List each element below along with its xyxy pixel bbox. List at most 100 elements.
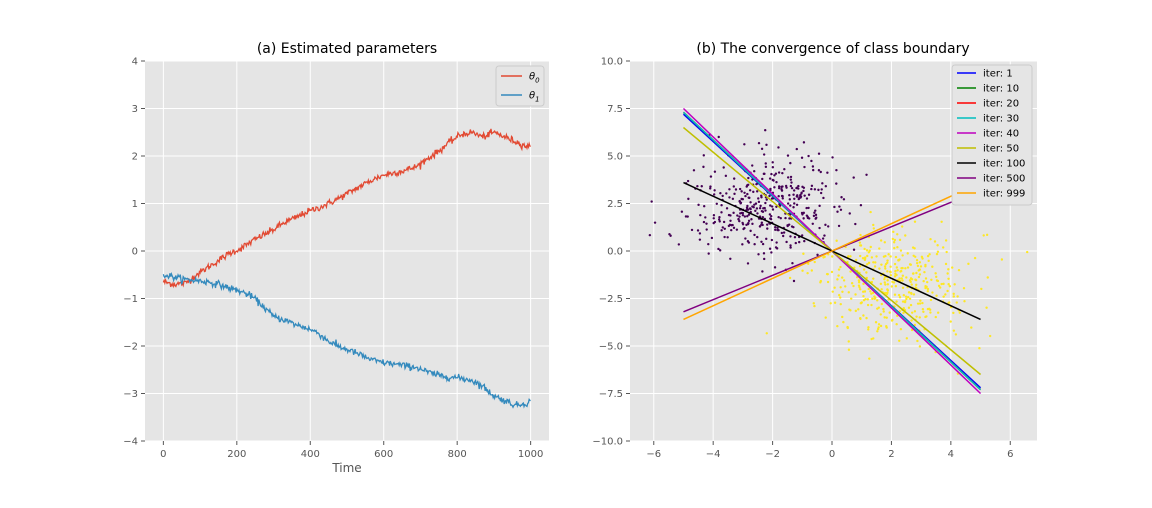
scatter-point-cluster-1 [866, 262, 869, 266]
scatter-point-cluster-1 [884, 254, 887, 258]
scatter-point-cluster-0 [773, 174, 776, 177]
scatter-point-cluster-1 [900, 277, 903, 280]
scatter-point-cluster-1 [837, 268, 841, 271]
scatter-point-cluster-0 [715, 202, 718, 205]
scatter-point-cluster-1 [929, 237, 932, 241]
panel-b-x-tick-label: −2 [765, 449, 780, 460]
scatter-point-cluster-0 [738, 219, 741, 223]
scatter-point-cluster-0 [821, 182, 824, 185]
panel-b-x-tick-label: 2 [888, 449, 894, 460]
scatter-point-cluster-1 [909, 280, 912, 284]
scatter-point-cluster-1 [907, 291, 911, 294]
scatter-point-cluster-1 [901, 300, 905, 303]
legend-label-1: iter: 10 [983, 84, 1019, 95]
scatter-point-cluster-1 [886, 270, 889, 273]
scatter-point-cluster-1 [857, 284, 861, 287]
scatter-point-cluster-1 [915, 261, 919, 265]
scatter-point-cluster-1 [875, 255, 878, 258]
scatter-point-cluster-0 [727, 213, 731, 217]
scatter-point-cluster-1 [924, 263, 927, 267]
scatter-point-cluster-0 [702, 220, 706, 224]
scatter-point-cluster-1 [892, 230, 895, 234]
scatter-point-cluster-1 [922, 279, 925, 283]
scatter-point-cluster-0 [761, 216, 765, 219]
scatter-point-cluster-1 [839, 296, 842, 299]
scatter-point-cluster-1 [850, 282, 854, 285]
scatter-point-cluster-0 [793, 202, 796, 205]
scatter-point-cluster-0 [789, 246, 792, 249]
scatter-point-cluster-1 [898, 238, 902, 242]
scatter-point-cluster-1 [1026, 250, 1029, 254]
scatter-point-cluster-1 [878, 247, 881, 250]
scatter-point-cluster-1 [963, 300, 966, 303]
scatter-point-cluster-1 [877, 323, 881, 326]
scatter-point-cluster-0 [818, 204, 821, 208]
scatter-point-cluster-1 [970, 326, 973, 329]
scatter-point-cluster-0 [810, 184, 814, 188]
scatter-point-cluster-0 [757, 141, 761, 145]
scatter-point-cluster-0 [827, 225, 830, 228]
scatter-point-cluster-0 [781, 185, 784, 188]
scatter-point-cluster-1 [947, 283, 950, 286]
scatter-point-cluster-1 [857, 308, 860, 311]
scatter-point-cluster-1 [936, 244, 939, 247]
scatter-point-cluster-0 [771, 166, 775, 169]
scatter-point-cluster-0 [805, 206, 808, 210]
scatter-point-cluster-0 [795, 203, 799, 206]
scatter-point-cluster-1 [859, 254, 862, 258]
scatter-point-cluster-1 [921, 307, 925, 311]
scatter-point-cluster-0 [784, 216, 787, 220]
legend-label-theta0: θ0 [529, 72, 540, 85]
scatter-point-cluster-0 [777, 186, 781, 190]
panel-a-series-line-0 [162, 128, 532, 289]
panel-b-grid [630, 60, 1037, 442]
panel-a-y-tick-label: −2 [123, 342, 138, 353]
legend-label-8: iter: 999 [983, 189, 1025, 200]
scatter-point-cluster-1 [904, 234, 907, 237]
scatter-point-cluster-1 [858, 241, 862, 244]
scatter-point-cluster-1 [819, 279, 823, 283]
scatter-point-cluster-1 [899, 270, 902, 273]
scatter-point-cluster-0 [824, 185, 828, 188]
scatter-point-cluster-1 [952, 295, 955, 298]
scatter-point-cluster-1 [867, 251, 871, 254]
scatter-point-cluster-1 [898, 258, 901, 261]
scatter-point-cluster-1 [893, 293, 897, 296]
legend-label-0: iter: 1 [983, 69, 1013, 80]
scatter-point-cluster-0 [816, 253, 819, 257]
scatter-point-cluster-1 [967, 262, 970, 266]
scatter-point-cluster-1 [935, 275, 938, 279]
scatter-point-cluster-1 [842, 279, 846, 282]
scatter-point-cluster-1 [870, 256, 874, 259]
scatter-point-cluster-0 [768, 213, 772, 216]
scatter-point-cluster-0 [801, 185, 804, 189]
panel-b-x-tick-label: −6 [646, 449, 661, 460]
scatter-point-cluster-1 [841, 290, 844, 293]
scatter-point-cluster-1 [847, 340, 850, 343]
scatter-point-cluster-0 [852, 176, 855, 179]
scatter-point-cluster-1 [835, 239, 838, 242]
scatter-point-cluster-0 [726, 236, 729, 239]
scatter-point-cluster-1 [913, 247, 916, 250]
scatter-point-cluster-1 [839, 302, 842, 306]
scatter-point-cluster-0 [859, 204, 863, 207]
panel-a-x-axis-label: Time [331, 461, 361, 475]
panel-a: 0 200 400 600 800 1000 −4 −3 −2 −1 0 1 2 3 4 (a) Esti… [123, 41, 549, 475]
panel-a-x-tick-label: 0 [160, 449, 166, 460]
scatter-point-cluster-0 [814, 213, 818, 217]
scatter-point-cluster-0 [725, 207, 729, 210]
scatter-point-cluster-1 [905, 337, 909, 340]
scatter-point-cluster-1 [873, 297, 876, 301]
scatter-point-cluster-1 [865, 271, 868, 274]
scatter-point-cluster-0 [805, 214, 809, 217]
scatter-point-cluster-1 [901, 274, 905, 277]
panel-b-y-tick-label: 5.0 [607, 152, 623, 163]
scatter-point-cluster-1 [859, 317, 862, 321]
scatter-point-cluster-1 [839, 286, 842, 289]
scatter-point-cluster-0 [786, 224, 789, 228]
scatter-point-cluster-0 [776, 226, 779, 230]
scatter-point-cluster-1 [911, 272, 915, 275]
scatter-point-cluster-1 [906, 252, 909, 255]
scatter-point-cluster-1 [936, 311, 940, 314]
scatter-point-cluster-0 [768, 177, 772, 180]
